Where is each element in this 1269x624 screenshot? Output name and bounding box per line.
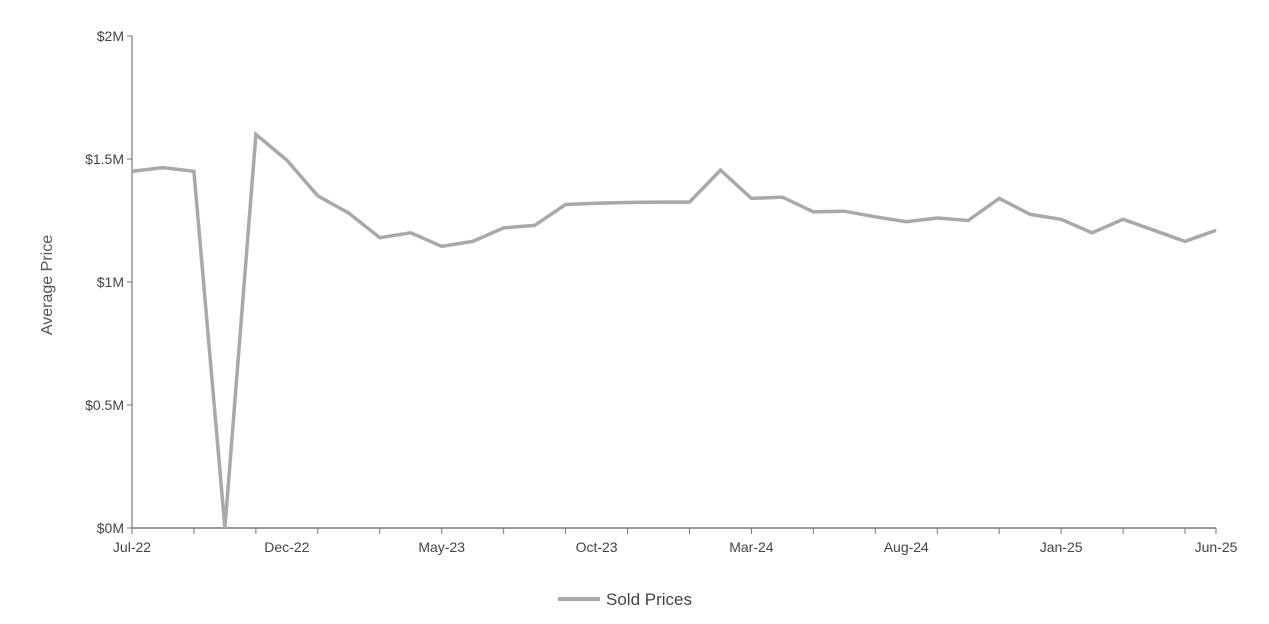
series-layer	[127, 129, 1221, 533]
data-point[interactable]	[189, 166, 199, 176]
data-point[interactable]	[406, 228, 416, 238]
data-point[interactable]	[530, 220, 540, 230]
y-tick-label: $1M	[97, 274, 124, 290]
data-point[interactable]	[994, 193, 1004, 203]
data-point[interactable]	[901, 217, 911, 227]
legend-label-sold-prices: Sold Prices	[606, 590, 692, 609]
data-point[interactable]	[468, 236, 478, 246]
x-tick-label: Jan-25	[1040, 539, 1083, 555]
series-line-sold-prices[interactable]	[131, 130, 1217, 529]
data-point[interactable]	[499, 223, 509, 233]
x-tick-label: Aug-24	[884, 539, 929, 555]
y-tick-label: $2M	[97, 28, 124, 44]
x-tick-label: May-23	[418, 539, 465, 555]
data-point[interactable]	[1087, 228, 1097, 238]
data-point[interactable]	[158, 163, 168, 173]
data-point[interactable]	[1149, 225, 1159, 235]
data-point[interactable]	[561, 200, 571, 210]
data-point[interactable]	[282, 155, 292, 165]
x-tick-label: Oct-23	[576, 539, 618, 555]
data-point[interactable]	[1056, 214, 1066, 224]
data-point[interactable]	[1180, 236, 1190, 246]
y-tick-label: $0.5M	[85, 397, 124, 413]
data-point[interactable]	[963, 216, 973, 226]
y-tick-label: $1.5M	[85, 151, 124, 167]
data-point[interactable]	[777, 192, 787, 202]
data-point[interactable]	[127, 166, 137, 176]
data-point[interactable]	[344, 208, 354, 218]
data-point[interactable]	[839, 206, 849, 216]
data-point[interactable]	[375, 233, 385, 243]
data-point[interactable]	[220, 523, 230, 533]
data-point[interactable]	[623, 198, 633, 208]
y-axis-title: Average Price	[39, 235, 56, 335]
data-point[interactable]	[1025, 209, 1035, 219]
data-point[interactable]	[715, 165, 725, 175]
x-tick-label: Mar-24	[729, 539, 774, 555]
data-point[interactable]	[1211, 225, 1221, 235]
data-point[interactable]	[592, 198, 602, 208]
x-tick-label: Jul-22	[113, 539, 151, 555]
y-axis: $0M $0.5M $1M $1.5M $2M	[85, 28, 133, 536]
data-point[interactable]	[1118, 214, 1128, 224]
data-point[interactable]	[808, 207, 818, 217]
data-point[interactable]	[870, 212, 880, 222]
x-tick-label: Jun-25	[1195, 539, 1238, 555]
data-point[interactable]	[932, 213, 942, 223]
data-point[interactable]	[437, 241, 447, 251]
data-point[interactable]	[313, 191, 323, 201]
data-point[interactable]	[684, 197, 694, 207]
data-point[interactable]	[251, 129, 261, 139]
x-tick-label: Dec-22	[264, 539, 309, 555]
y-tick-label: $0M	[97, 520, 124, 536]
x-axis: Jul-22 Dec-22 May-23 Oct-23 Mar-24 Aug-24 Jan-…	[113, 527, 1238, 555]
data-point[interactable]	[654, 197, 664, 207]
data-point[interactable]	[746, 193, 756, 203]
legend[interactable]: Sold Prices	[558, 590, 692, 609]
